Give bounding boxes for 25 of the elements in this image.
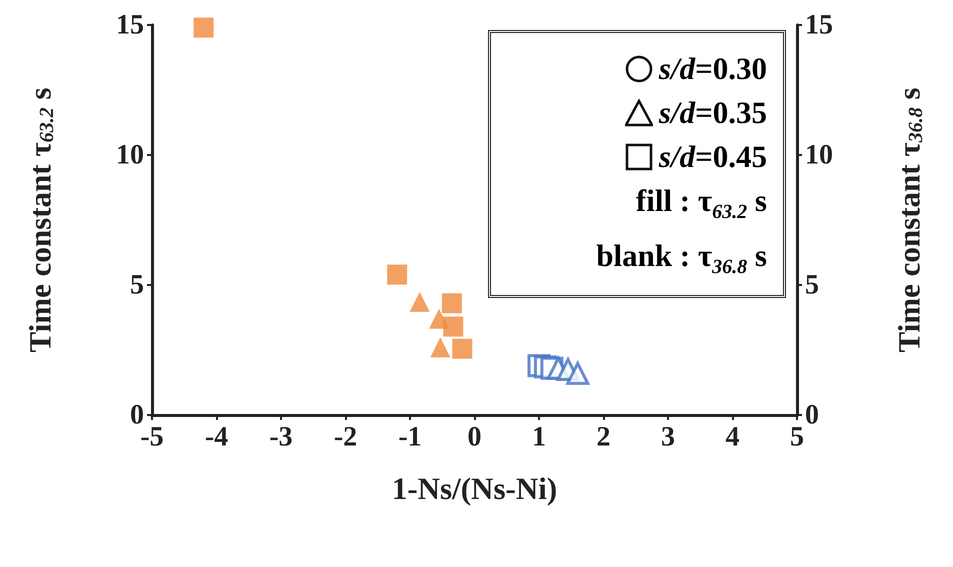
- x-tick-label: 1: [532, 422, 546, 452]
- y-axis-title: Time constant τ63.2 s: [22, 88, 58, 352]
- x-tick-label: -3: [269, 422, 293, 452]
- annotation: blank : τ$_{36.8}$ s: [595, 237, 767, 280]
- x-tick-label: -4: [204, 422, 228, 452]
- x-tick-label: -2: [334, 422, 358, 452]
- y2-tick-label: 15: [805, 10, 833, 40]
- x-tick-label: 4: [726, 422, 740, 452]
- annotation: s/d=0.30: [658, 50, 767, 88]
- x-tick-label: 0: [468, 422, 482, 452]
- x-tick-label: 5: [790, 422, 804, 452]
- y-tick-label: 15: [116, 10, 144, 40]
- y2-tick-label: 10: [805, 140, 833, 170]
- y2-tick-label: 0: [805, 400, 819, 430]
- annotation: s/d=0.35: [658, 94, 767, 132]
- annotation: fill : τ$_{63.2}$ s: [634, 182, 767, 226]
- x-tick-label: 3: [661, 422, 675, 452]
- y2-axis-title: Time constant τ36.8 s: [892, 88, 927, 352]
- y2-tick-label: 5: [805, 270, 819, 300]
- y-tick-label: 5: [130, 270, 144, 300]
- x-axis-title: 1-Ns/(Ns-Ni): [392, 471, 558, 506]
- x-tick-label: -1: [398, 422, 422, 452]
- y-tick-label: 10: [116, 140, 144, 170]
- x-tick-label: 2: [596, 422, 610, 452]
- annotation: s/d=0.45: [658, 138, 767, 176]
